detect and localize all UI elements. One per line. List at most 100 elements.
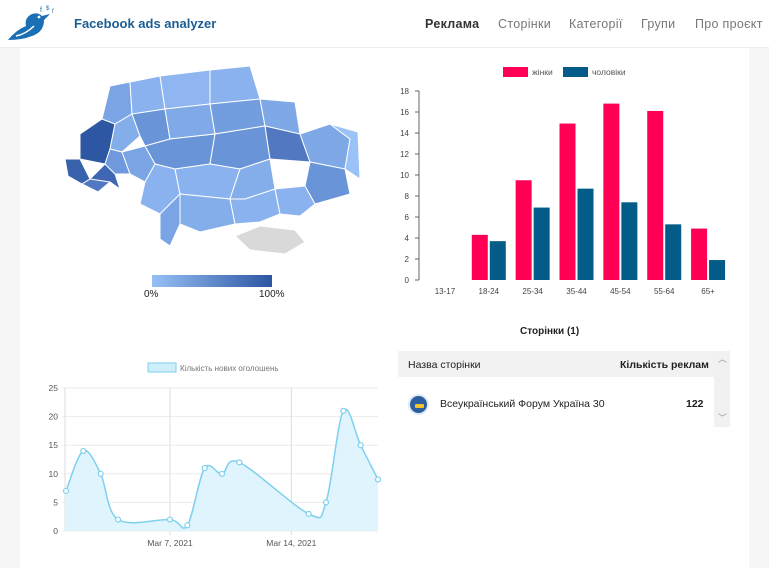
nav-groups[interactable]: Групи	[641, 17, 676, 31]
scale-max-label: 100%	[259, 289, 285, 300]
data-point	[357, 442, 364, 449]
map-region	[159, 69, 211, 110]
map-region	[234, 225, 306, 255]
y-tick-label: 6	[405, 213, 410, 222]
x-tick-label: 35-44	[566, 287, 587, 296]
scroll-down-icon[interactable]: ﹀	[718, 413, 728, 423]
data-point	[97, 470, 104, 477]
nav-ads[interactable]: Реклама	[425, 17, 480, 31]
data-point	[322, 499, 330, 506]
map-region	[64, 158, 91, 185]
bar	[621, 202, 638, 280]
data-point	[305, 510, 312, 517]
y-tick-label: 0	[405, 276, 410, 285]
map-region	[88, 163, 121, 191]
twitter-bird-logo[interactable]: f $ f	[6, 4, 58, 44]
x-tick-label: 65+	[701, 287, 715, 296]
x-tick-label: 45-54	[610, 287, 631, 296]
y-tick-label: 5	[53, 497, 58, 507]
data-point	[340, 407, 347, 414]
bar	[471, 234, 488, 280]
bar	[647, 110, 664, 280]
x-tick-label: Mar 7, 2021	[147, 538, 193, 548]
y-tick-label: 8	[405, 192, 410, 201]
top-header: f $ f Facebook ads analyzer Реклама Стор…	[0, 0, 769, 48]
y-tick-label: 2	[405, 255, 410, 264]
area-fill	[66, 409, 378, 531]
bar	[577, 188, 594, 280]
scale-min-label: 0%	[144, 289, 159, 300]
bar	[709, 260, 726, 280]
table-scrollbar[interactable]: ︿ ﹀	[714, 351, 730, 427]
legend-swatch	[563, 67, 588, 77]
data-point	[184, 522, 191, 529]
map-color-scale	[152, 275, 272, 287]
map-region	[164, 103, 216, 140]
y-tick-label: 10	[400, 171, 409, 180]
data-point	[201, 464, 208, 472]
legend-label: жінки	[532, 67, 553, 77]
legend-label: Кількість нових оголошень	[180, 364, 279, 373]
scroll-up-icon[interactable]: ︿	[718, 354, 728, 364]
bar	[603, 103, 620, 280]
map-region	[109, 113, 141, 153]
nav-pages[interactable]: Сторінки	[498, 17, 552, 31]
bar	[665, 224, 682, 280]
bar	[691, 228, 708, 280]
new-ads-line-chart: Кількість нових оголошень 0 5 10 15 20 25 Mar 7…	[49, 362, 382, 548]
gender-age-bar-chart: жінки чоловіки 0 2 4 6 8 10 12 14 16 18 13-17 18-24 25…	[400, 67, 726, 296]
data-point	[166, 516, 174, 523]
page-name-cell[interactable]: Всеукраїнський Форум Україна 30	[440, 398, 605, 410]
y-tick-label: 14	[400, 129, 409, 138]
map-region	[179, 193, 236, 233]
pages-table: Назва сторінки Кількість реклам Всеукраї…	[398, 351, 730, 427]
legend-swatch	[147, 362, 177, 373]
legend-swatch	[503, 67, 528, 77]
y-tick-label: 0	[53, 526, 58, 536]
svg-text:f: f	[52, 9, 54, 15]
bar	[559, 123, 576, 280]
col-page-name[interactable]: Назва сторінки	[408, 359, 481, 371]
legend-label: чоловіки	[592, 67, 626, 77]
x-tick-label: Mar 14, 2021	[266, 538, 316, 548]
data-point	[114, 516, 122, 523]
y-tick-label: 12	[400, 150, 409, 159]
ads-count-cell: 122	[686, 398, 704, 410]
y-tick-label: 25	[49, 383, 59, 393]
data-point	[62, 487, 70, 495]
map-region	[209, 65, 261, 105]
y-tick-label: 15	[49, 440, 59, 450]
map-region	[274, 185, 316, 217]
bar	[515, 180, 532, 280]
y-tick-label: 18	[400, 87, 409, 96]
data-point	[374, 476, 382, 483]
series-line	[65, 408, 379, 529]
y-tick-label: 20	[49, 412, 59, 422]
bar	[533, 207, 550, 280]
nav-categories[interactable]: Категорії	[569, 17, 623, 31]
data-point	[236, 459, 243, 466]
data-point	[218, 470, 226, 477]
nav-about[interactable]: Про проєкт	[695, 17, 763, 31]
table-header: Назва сторінки Кількість реклам	[398, 351, 714, 377]
map-region	[174, 163, 241, 200]
y-tick-label: 16	[400, 108, 409, 117]
brand-title[interactable]: Facebook ads analyzer	[74, 16, 217, 31]
x-tick-label: 13-17	[435, 287, 456, 296]
col-ads-count[interactable]: Кількість реклам	[620, 359, 709, 371]
svg-text:$: $	[46, 6, 50, 12]
map-region	[104, 148, 131, 175]
ukraine-region-map	[64, 65, 361, 255]
map-region	[159, 192, 181, 247]
page-avatar[interactable]	[408, 394, 429, 415]
x-tick-label: 55-64	[654, 287, 675, 296]
svg-text:f: f	[40, 7, 42, 14]
y-tick-label: 4	[405, 234, 410, 243]
x-tick-label: 25-34	[522, 287, 543, 296]
data-point	[80, 447, 87, 455]
map-region	[304, 161, 351, 205]
map-region	[129, 75, 166, 115]
y-tick-label: 10	[49, 469, 59, 479]
map-region	[329, 123, 361, 180]
bar	[489, 241, 506, 280]
